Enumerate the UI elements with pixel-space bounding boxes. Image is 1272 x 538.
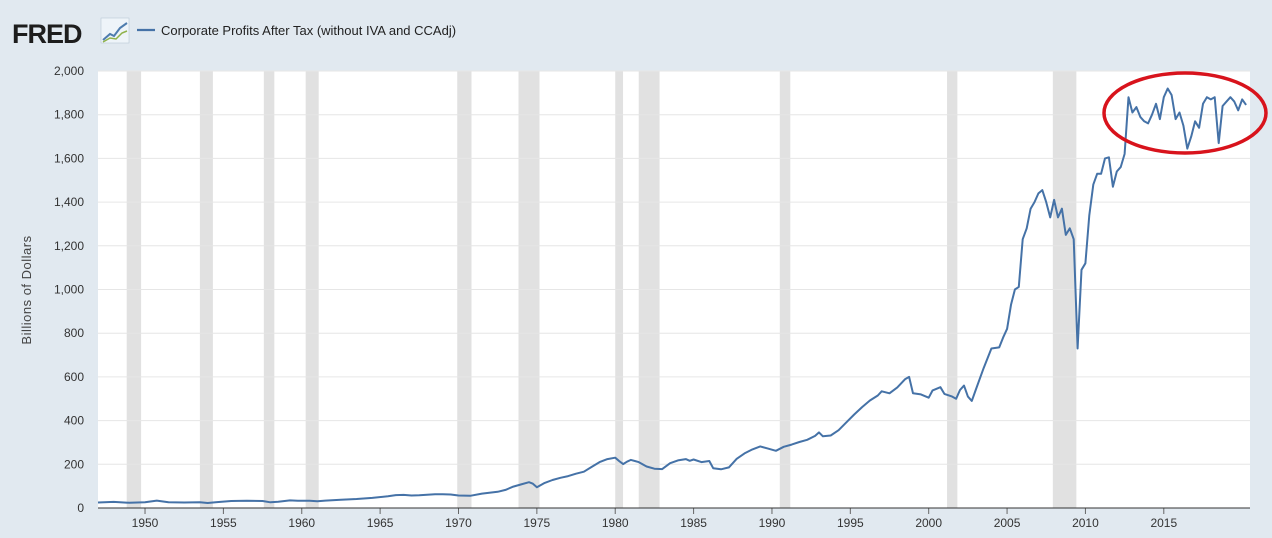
y-tick-label: 600 [64, 370, 84, 384]
x-tick-label: 1960 [288, 516, 315, 530]
x-tick-label: 2010 [1072, 516, 1099, 530]
line-graph-icon [100, 17, 130, 44]
x-tick-label: 1950 [132, 516, 159, 530]
y-axis-ticks: 0 200 400 600 800 1,000 1,200 1,400 1,600 1,800 2,… [54, 64, 84, 515]
y-tick-label: 400 [64, 414, 84, 428]
legend[interactable]: Corporate Profits After Tax (without IVA… [137, 23, 456, 38]
x-tick-label: 1965 [367, 516, 394, 530]
series-line [97, 87, 1247, 504]
y-tick-label: 800 [64, 326, 84, 340]
legend-label: Corporate Profits After Tax (without IVA… [161, 23, 456, 38]
y-tick-label: 1,600 [54, 151, 84, 165]
fred-logo[interactable]: FRED [12, 17, 130, 49]
y-tick-label: 1,000 [54, 283, 84, 297]
x-tick-label: 1990 [759, 516, 786, 530]
y-axis-label: Billions of Dollars [19, 235, 34, 344]
x-axis-ticks: 1950 1955 1960 1965 1970 1975 1980 1985 1990 1995… [132, 508, 1177, 530]
x-tick-label: 1970 [445, 516, 472, 530]
y-tick-label: 1,400 [54, 195, 84, 209]
y-tick-label: 200 [64, 457, 84, 471]
x-tick-label: 1980 [602, 516, 629, 530]
x-tick-label: 1985 [680, 516, 707, 530]
x-tick-label: 2000 [915, 516, 942, 530]
x-tick-label: 2005 [994, 516, 1021, 530]
y-tick-label: 1,800 [54, 108, 84, 122]
x-tick-label: 1975 [524, 516, 551, 530]
x-tick-label: 2015 [1150, 516, 1177, 530]
y-tick-label: 0 [77, 501, 84, 515]
y-tick-label: 1,200 [54, 239, 84, 253]
y-tick-label: 2,000 [54, 64, 84, 78]
gridlines [98, 70, 1250, 465]
x-tick-label: 1955 [210, 516, 237, 530]
x-tick-label: 1995 [837, 516, 864, 530]
highlight-circle [1102, 71, 1268, 155]
fred-logo-text: FRED [12, 19, 82, 49]
